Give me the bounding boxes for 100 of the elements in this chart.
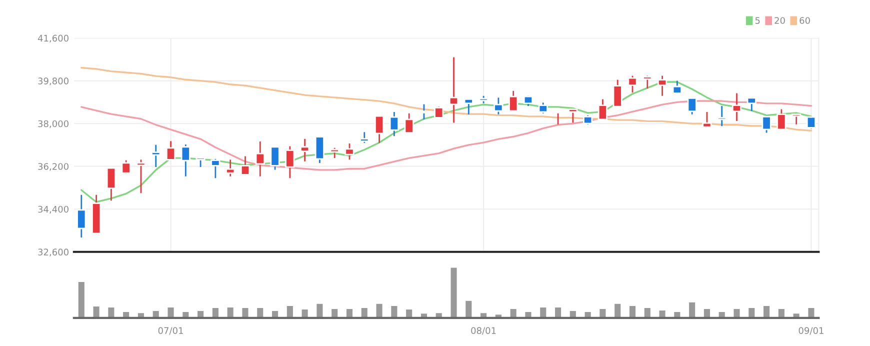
bar xyxy=(300,308,310,318)
y-tick-label: 41,600 xyxy=(38,34,68,43)
candlestick xyxy=(717,105,727,127)
bar xyxy=(211,306,220,318)
candlestick xyxy=(776,108,786,130)
candlestick xyxy=(434,106,444,118)
bar xyxy=(166,306,176,318)
bar xyxy=(315,302,324,318)
bar xyxy=(286,304,294,318)
bar xyxy=(598,308,608,318)
candlestick xyxy=(151,144,161,168)
bar xyxy=(464,299,474,318)
candlestick xyxy=(508,90,518,112)
legend-label: 20 xyxy=(774,17,785,24)
candlestick xyxy=(657,75,668,97)
bar xyxy=(226,306,235,318)
candlestick xyxy=(806,116,816,130)
x-tick-label: 07/01 xyxy=(158,327,183,335)
candlestick xyxy=(642,75,652,90)
candlestick xyxy=(389,111,399,137)
candlestick xyxy=(448,56,459,124)
bar xyxy=(747,306,756,318)
bar xyxy=(181,310,190,318)
candlestick xyxy=(121,160,131,174)
bar xyxy=(688,300,696,318)
candlestick xyxy=(314,136,324,164)
candlestick xyxy=(76,194,86,238)
bar xyxy=(420,312,428,318)
x-tick-label: 09/01 xyxy=(798,327,824,335)
candlestick xyxy=(404,112,414,134)
y-tick-label: 39,800 xyxy=(38,78,68,86)
bar xyxy=(717,310,726,318)
bar xyxy=(732,308,742,318)
candlestick xyxy=(792,114,802,126)
y-tick-label: 34,400 xyxy=(38,206,68,214)
candlestick xyxy=(136,158,146,194)
bar xyxy=(449,266,458,318)
candlestick xyxy=(672,80,682,94)
bar xyxy=(240,306,250,318)
bar xyxy=(374,302,384,318)
candlestick xyxy=(344,142,354,160)
candlestick xyxy=(612,79,622,108)
y-tick-label: 38,000 xyxy=(38,120,68,128)
candlestick xyxy=(746,97,756,112)
candlestick xyxy=(360,131,370,144)
bar xyxy=(76,280,86,318)
bar xyxy=(479,312,488,318)
bar xyxy=(762,304,771,318)
bar xyxy=(568,310,578,318)
candlestick xyxy=(106,167,116,202)
bar xyxy=(390,304,399,318)
bar xyxy=(151,310,160,318)
y-tick-label: 32,600 xyxy=(38,248,68,256)
bar xyxy=(196,310,205,318)
candlestick xyxy=(732,92,742,122)
bar xyxy=(270,310,280,318)
x-tick-label: 08/01 xyxy=(471,327,496,335)
bar xyxy=(508,308,518,318)
y-tick-label: 36,200 xyxy=(38,163,68,171)
candlestick xyxy=(762,116,772,134)
bar xyxy=(434,312,444,318)
bar xyxy=(122,310,130,318)
bar xyxy=(404,308,414,318)
bar xyxy=(642,306,652,318)
bar xyxy=(628,304,637,318)
bar xyxy=(702,308,712,318)
bar xyxy=(106,306,116,318)
bar xyxy=(92,305,101,318)
candlestick xyxy=(240,156,250,176)
candlestick xyxy=(226,158,236,178)
candlestick xyxy=(270,146,280,170)
bar xyxy=(345,308,354,318)
bar xyxy=(330,308,340,318)
candlestick xyxy=(166,140,176,160)
candlestick xyxy=(628,75,638,94)
candlestick xyxy=(687,98,697,116)
legend-label: 5 xyxy=(755,17,760,24)
legend-label: 60 xyxy=(800,17,810,24)
candlestick xyxy=(494,96,504,116)
candlestick xyxy=(196,157,206,168)
bar xyxy=(538,306,548,318)
candlestick xyxy=(255,140,265,178)
candlestick xyxy=(180,144,190,178)
candlestick xyxy=(702,111,712,128)
candlestick xyxy=(583,114,593,126)
candlestick xyxy=(285,146,295,179)
candlestick xyxy=(300,138,310,162)
candlestick xyxy=(568,108,578,124)
bar xyxy=(806,306,816,318)
candlestick xyxy=(210,158,220,179)
bar xyxy=(554,306,562,318)
line-series xyxy=(80,66,812,132)
bar xyxy=(256,306,265,318)
candlestick xyxy=(464,98,474,116)
bar xyxy=(777,308,786,318)
candlestick xyxy=(598,98,608,120)
candlestick xyxy=(538,102,548,114)
bar xyxy=(360,306,369,318)
bar xyxy=(613,302,622,318)
candlestick xyxy=(374,115,384,144)
